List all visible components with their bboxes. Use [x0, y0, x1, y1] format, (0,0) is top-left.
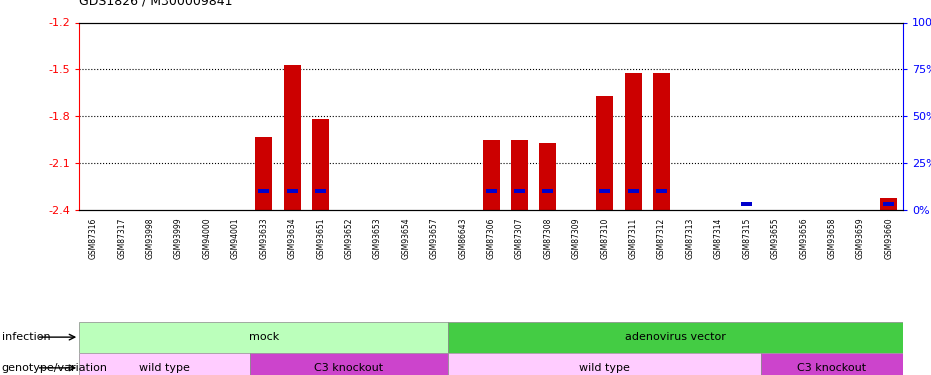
Text: GSM94000: GSM94000	[202, 217, 211, 259]
Bar	[511, 140, 528, 210]
Text: GSM87313: GSM87313	[685, 217, 695, 259]
Bar	[627, 189, 639, 193]
Text: GSM93659: GSM93659	[856, 217, 865, 259]
Text: genotype/variation: genotype/variation	[2, 363, 108, 373]
Text: adenovirus vector: adenovirus vector	[626, 332, 726, 342]
Text: GSM87308: GSM87308	[544, 217, 552, 259]
Bar	[761, 352, 903, 375]
Bar	[486, 189, 496, 193]
Text: GSM93658: GSM93658	[828, 217, 837, 259]
Text: GSM87312: GSM87312	[657, 217, 666, 259]
Text: GSM93634: GSM93634	[288, 217, 297, 259]
Bar	[653, 72, 670, 210]
Text: GSM86643: GSM86643	[458, 217, 467, 259]
Bar	[449, 322, 903, 352]
Bar	[250, 352, 449, 375]
Text: GSM87306: GSM87306	[487, 217, 495, 259]
Text: C3 knockout: C3 knockout	[798, 363, 867, 373]
Text: GSM87317: GSM87317	[117, 217, 127, 259]
Text: GSM94001: GSM94001	[231, 217, 240, 259]
Text: mock: mock	[249, 332, 279, 342]
Bar	[543, 189, 553, 193]
Bar	[312, 119, 330, 210]
Text: GSM93656: GSM93656	[799, 217, 808, 259]
Bar	[600, 189, 611, 193]
Bar	[514, 189, 525, 193]
Bar	[79, 322, 449, 352]
Bar	[881, 198, 897, 210]
Text: GSM87307: GSM87307	[515, 217, 524, 259]
Text: GSM87311: GSM87311	[628, 217, 638, 259]
Text: GDS1826 / M300009841: GDS1826 / M300009841	[79, 0, 233, 8]
Text: GSM93652: GSM93652	[344, 217, 354, 259]
Text: GSM87316: GSM87316	[88, 217, 98, 259]
Bar	[449, 352, 761, 375]
Bar	[482, 140, 500, 210]
Bar	[884, 202, 895, 206]
Text: GSM93653: GSM93653	[373, 217, 382, 259]
Text: GSM87315: GSM87315	[742, 217, 751, 259]
Bar	[656, 189, 668, 193]
Text: GSM93660: GSM93660	[884, 217, 894, 259]
Bar	[596, 96, 614, 210]
Bar	[539, 143, 557, 210]
Bar	[741, 202, 752, 206]
Text: GSM93999: GSM93999	[174, 217, 183, 259]
Text: GSM87310: GSM87310	[600, 217, 609, 259]
Text: C3 knockout: C3 knockout	[315, 363, 384, 373]
Text: GSM93651: GSM93651	[317, 217, 325, 259]
Bar	[79, 352, 250, 375]
Bar	[625, 72, 641, 210]
Bar	[315, 189, 326, 193]
Text: wild type: wild type	[579, 363, 630, 373]
Text: GSM93657: GSM93657	[430, 217, 439, 259]
Bar	[287, 189, 298, 193]
Bar	[284, 64, 301, 210]
Text: GSM87309: GSM87309	[572, 217, 581, 259]
Text: GSM93655: GSM93655	[771, 217, 780, 259]
Text: GSM93633: GSM93633	[260, 217, 268, 259]
Text: GSM93654: GSM93654	[401, 217, 411, 259]
Text: GSM87314: GSM87314	[714, 217, 722, 259]
Bar	[255, 136, 273, 210]
Text: GSM93998: GSM93998	[145, 217, 155, 259]
Text: infection: infection	[2, 332, 50, 342]
Bar	[258, 189, 269, 193]
Text: wild type: wild type	[139, 363, 190, 373]
